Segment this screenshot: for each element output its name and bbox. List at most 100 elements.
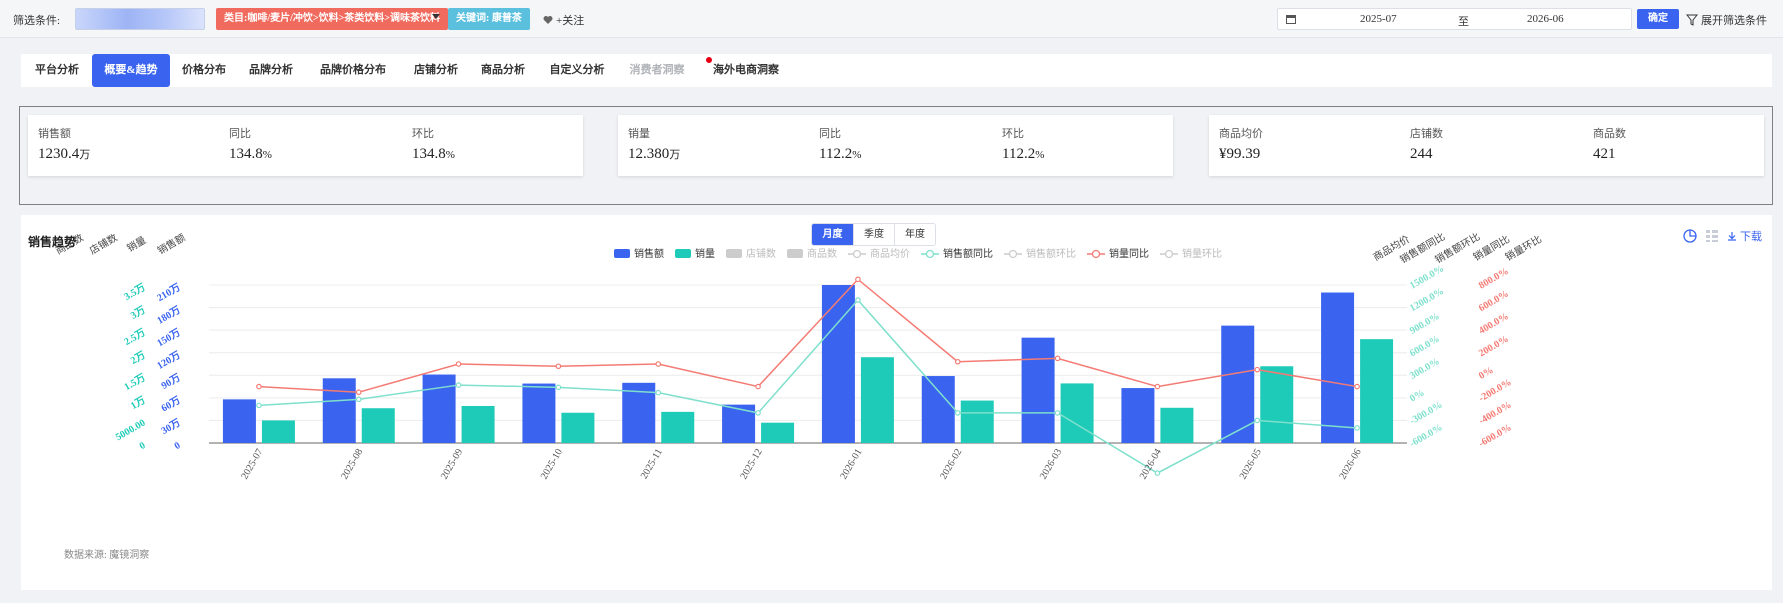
right-axis-tick: 0%: [1408, 387, 1426, 404]
metric-volume: 销量 12.380万: [628, 125, 680, 163]
tab-shop-analysis[interactable]: 店铺分析: [414, 64, 458, 76]
left-axis-tick: 0: [173, 440, 183, 452]
left-axis-tick: 150万: [155, 326, 183, 349]
metric-label: 店铺数: [1410, 128, 1443, 140]
bar-销量: [661, 411, 695, 443]
legend-item: 销量同比: [1109, 247, 1149, 260]
chart-tools: 下载: [1683, 228, 1762, 244]
legend-item: 销量: [695, 247, 715, 260]
tab-consumer-insight[interactable]: 消费者洞察: [629, 64, 685, 76]
legend-swatch: [787, 249, 803, 258]
bar-销售额: [1121, 388, 1155, 443]
point-销售额同比: [855, 297, 861, 303]
metrics-section: 销售额 1230.4万 同比 134.8% 环比 134.8% 销量 12.38…: [19, 106, 1773, 205]
follow-label: +关注: [556, 15, 585, 27]
left-axis-tick: 120万: [155, 349, 183, 372]
filter-label: 筛选条件:: [13, 15, 61, 27]
table-view-icon[interactable]: [1705, 229, 1719, 243]
filter-blurred-selector[interactable]: [75, 8, 205, 30]
period-yearly-button[interactable]: 年度: [894, 224, 935, 245]
bar-销售额: [921, 376, 955, 443]
legend-item: 销量环比: [1182, 247, 1222, 260]
right-axis-tick: 200.0%: [1477, 334, 1511, 360]
x-tick-label: 2026-03: [1038, 447, 1064, 481]
bar-销量: [1160, 407, 1194, 443]
download-button[interactable]: 下载: [1727, 228, 1762, 244]
x-tick-label: 2026-05: [1238, 447, 1264, 481]
metric-label: 同比: [819, 128, 841, 140]
x-tick-label: 2025-10: [539, 447, 565, 481]
point-销量同比: [755, 383, 761, 390]
pie-chart-icon[interactable]: [1683, 229, 1697, 243]
tab-price-distribution[interactable]: 价格分布: [182, 64, 226, 76]
metric-label: 商品数: [1593, 128, 1626, 140]
metric-label: 同比: [229, 128, 251, 140]
metric-unit: %: [852, 149, 862, 161]
point-销量同比: [256, 383, 262, 390]
legend-item: 销售额环比: [1026, 247, 1076, 260]
metric-label: 商品均价: [1219, 128, 1263, 140]
point-销量同比: [1054, 355, 1061, 362]
follow-button[interactable]: +关注: [543, 12, 584, 28]
point-销售额同比: [256, 402, 262, 409]
period-monthly-button[interactable]: 月度: [812, 224, 853, 245]
x-tick-label: 2025-09: [439, 447, 465, 481]
date-end[interactable]: 2026-06: [1527, 13, 1564, 25]
tab-product-analysis[interactable]: 商品分析: [481, 64, 525, 76]
bar-销售额: [522, 383, 556, 443]
right-axis-name: 销量环比: [1503, 232, 1544, 263]
metric-volume-mom: 环比 112.2%: [1002, 125, 1044, 163]
metric-sales-mom: 环比 134.8%: [412, 125, 455, 163]
bar-销售额: [1221, 325, 1255, 443]
category-tag[interactable]: 类目:咖啡/麦片/冲饮>饮料>茶类饮料>调味茶饮料: [216, 8, 448, 30]
bar-销量: [1060, 383, 1094, 443]
right-axis-tick: 400.0%: [1477, 311, 1511, 337]
keyword-tag[interactable]: 关键词: 康普茶: [448, 8, 530, 30]
point-销售额同比: [1254, 417, 1261, 424]
bar-销售额: [222, 399, 256, 443]
bar-销售额: [1021, 337, 1055, 443]
metric-value: 12.380: [628, 146, 670, 162]
tab-overseas-ecommerce[interactable]: 海外电商洞察: [713, 64, 779, 76]
date-start[interactable]: 2025-07: [1360, 13, 1397, 25]
left-axis-tick: 90万: [159, 371, 182, 391]
metric-value: 244: [1410, 146, 1433, 162]
left-axis-tick: 210万: [155, 281, 183, 304]
line-销售额同比: [258, 298, 1358, 474]
legend-item: 商品均价: [870, 247, 910, 260]
expand-filter-label: 展开筛选条件: [1701, 15, 1767, 27]
metric-value: 112.2: [819, 146, 853, 162]
date-range-picker[interactable]: 2025-07 至 2026-06: [1277, 8, 1632, 30]
point-销售额同比: [954, 410, 961, 416]
left-axis-tick: 60万: [159, 394, 182, 414]
metric-label: 销量: [628, 128, 650, 140]
sales-trend-panel: 2025-07 2025-08 2025-09 2025-10 2025-11 2025-…: [21, 215, 1772, 590]
left-axis-tick: 2.5万: [122, 326, 147, 348]
metric-label: 环比: [1002, 128, 1024, 140]
confirm-button[interactable]: 确定: [1637, 9, 1679, 29]
period-quarterly-button[interactable]: 季度: [853, 224, 894, 245]
analysis-tabs: 平台分析 概要&趋势 价格分布 品牌分析 品牌价格分布 店铺分析 商品分析 自定…: [21, 54, 1772, 87]
metric-unit: %: [262, 149, 272, 161]
bar-销量: [1360, 339, 1394, 443]
metric-avg-price: 商品均价 ¥99.39: [1219, 125, 1263, 163]
sales-trend-chart: 2025-07 2025-08 2025-09 2025-10 2025-11 2025-…: [53, 230, 1544, 482]
tab-overview-trend[interactable]: 概要&趋势: [92, 54, 170, 87]
bar-销量: [361, 408, 395, 443]
bar-销量: [960, 400, 994, 443]
point-销量同比: [1354, 383, 1360, 390]
filter-icon: [1686, 14, 1698, 26]
right-axis-tick: 0%: [1477, 365, 1495, 382]
legend-item: 商品数: [807, 247, 837, 260]
metric-unit: %: [1035, 149, 1045, 161]
tab-brand-price-distribution[interactable]: 品牌价格分布: [320, 64, 386, 76]
metric-value: ¥99.39: [1219, 146, 1261, 162]
tab-custom-analysis[interactable]: 自定义分析: [549, 64, 605, 76]
bar-销量: [461, 405, 495, 443]
legend-swatch-point: [1091, 249, 1101, 259]
chevron-down-icon[interactable]: [432, 14, 440, 19]
tab-brand-analysis[interactable]: 品牌分析: [249, 64, 293, 76]
left-axis-tick: 3.5万: [122, 281, 147, 303]
tab-platform[interactable]: 平台分析: [35, 64, 79, 76]
expand-filter-button[interactable]: 展开筛选条件: [1686, 12, 1767, 28]
